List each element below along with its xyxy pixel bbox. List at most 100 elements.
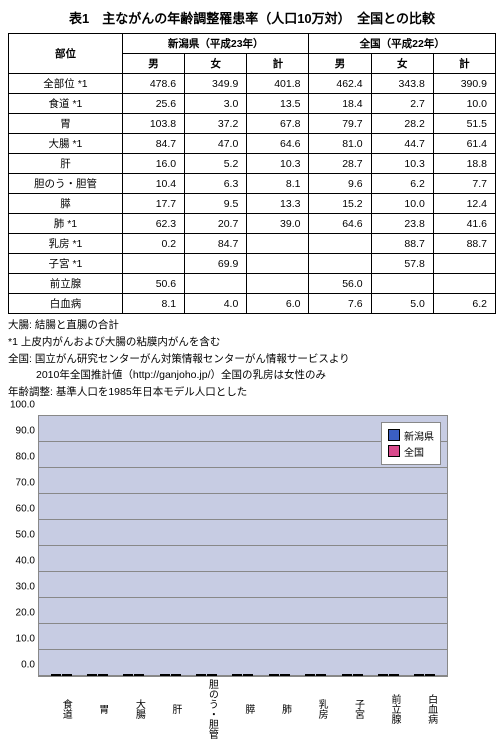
bar-niigata xyxy=(87,674,97,676)
cell xyxy=(247,234,309,254)
cell: 62.3 xyxy=(122,214,184,234)
cell xyxy=(122,254,184,274)
bar-chart: 新潟県 全国 0.010.020.030.040.050.060.070.080… xyxy=(38,415,448,739)
bar-zenkoku xyxy=(425,674,435,676)
table-row: 前立腺50.6 56.0 xyxy=(9,274,496,294)
cell: 0.2 xyxy=(122,234,184,254)
bar-zenkoku xyxy=(353,674,363,676)
cell: 18.4 xyxy=(309,94,371,114)
cell: 84.7 xyxy=(185,234,247,254)
table-row: 食道 *125.63.013.518.42.710.0 xyxy=(9,94,496,114)
table-row: 肝16.05.210.328.710.318.8 xyxy=(9,154,496,174)
cell: 18.8 xyxy=(433,154,495,174)
bar-niigata xyxy=(414,674,424,676)
bar-zenkoku xyxy=(243,674,253,676)
cell: 51.5 xyxy=(433,114,495,134)
col-m1: 男 xyxy=(122,54,184,74)
y-axis-label: 60.0 xyxy=(5,503,35,514)
y-axis-label: 50.0 xyxy=(5,529,35,540)
table-row: 肺 *162.320.739.064.623.841.6 xyxy=(9,214,496,234)
cell-site: 前立腺 xyxy=(9,274,123,294)
cell: 15.2 xyxy=(309,194,371,214)
x-axis-label: 肺 xyxy=(268,679,290,739)
y-axis-label: 100.0 xyxy=(5,399,35,410)
cell: 39.0 xyxy=(247,214,309,234)
bar-group xyxy=(378,674,399,676)
cell-site: 全部位 *1 xyxy=(9,74,123,94)
table-row: 白血病8.14.06.07.65.06.2 xyxy=(9,294,496,314)
cell xyxy=(309,234,371,254)
header-zenkoku: 全国（平成22年） xyxy=(309,34,496,54)
legend-swatch-zenkoku xyxy=(388,445,400,457)
bar-group xyxy=(414,674,435,676)
legend-label-zenkoku: 全国 xyxy=(404,444,424,459)
x-axis-label: 白血病 xyxy=(415,679,437,739)
cell: 3.0 xyxy=(185,94,247,114)
cell-site: 白血病 xyxy=(9,294,123,314)
cell-site: 乳房 *1 xyxy=(9,234,123,254)
table-row: 大腸 *184.747.064.681.044.761.4 xyxy=(9,134,496,154)
cell: 9.6 xyxy=(309,174,371,194)
cell-site: 肺 *1 xyxy=(9,214,123,234)
cell: 23.8 xyxy=(371,214,433,234)
x-axis-label: 肝 xyxy=(159,679,181,739)
cell xyxy=(371,274,433,294)
x-axis-label: 子宮 xyxy=(342,679,364,739)
note-line: 大腸: 結腸と直腸の合計 xyxy=(8,318,496,334)
bar-zenkoku xyxy=(316,674,326,676)
cell-site: 膵 xyxy=(9,194,123,214)
cell: 88.7 xyxy=(371,234,433,254)
cell-site: 胆のう・胆管 xyxy=(9,174,123,194)
cell: 5.0 xyxy=(371,294,433,314)
y-axis-label: 10.0 xyxy=(5,633,35,644)
cell: 16.0 xyxy=(122,154,184,174)
header-niigata: 新潟県（平成23年） xyxy=(122,34,309,54)
cell: 6.3 xyxy=(185,174,247,194)
cell: 462.4 xyxy=(309,74,371,94)
bar-group xyxy=(51,674,72,676)
bar-niigata xyxy=(269,674,279,676)
cell-site: 食道 *1 xyxy=(9,94,123,114)
cell xyxy=(247,274,309,294)
bar-group xyxy=(269,674,290,676)
cell: 81.0 xyxy=(309,134,371,154)
bar-group xyxy=(160,674,181,676)
cell: 13.3 xyxy=(247,194,309,214)
y-axis-label: 0.0 xyxy=(5,659,35,670)
cell: 25.6 xyxy=(122,94,184,114)
bar-niigata xyxy=(160,674,170,676)
cell: 4.0 xyxy=(185,294,247,314)
cell: 64.6 xyxy=(247,134,309,154)
cell xyxy=(433,254,495,274)
cell-site: 胃 xyxy=(9,114,123,134)
y-axis-label: 70.0 xyxy=(5,477,35,488)
cell: 84.7 xyxy=(122,134,184,154)
cell-site: 子宮 *1 xyxy=(9,254,123,274)
bar-group xyxy=(123,674,144,676)
page-title: 表1 主ながんの年齢調整罹患率（人口10万対） 全国との比較 xyxy=(8,8,496,27)
col-f1: 女 xyxy=(185,54,247,74)
bar-zenkoku xyxy=(280,674,290,676)
cell: 28.2 xyxy=(371,114,433,134)
bar-group xyxy=(305,674,326,676)
cell xyxy=(185,274,247,294)
cell: 57.8 xyxy=(371,254,433,274)
bar-group xyxy=(342,674,363,676)
cell: 8.1 xyxy=(122,294,184,314)
table-row: 全部位 *1478.6349.9401.8462.4343.8390.9 xyxy=(9,74,496,94)
y-axis-label: 80.0 xyxy=(5,451,35,462)
cell xyxy=(247,254,309,274)
bar-niigata xyxy=(305,674,315,676)
note-line: *1 上皮内がんおよび大腸の粘膜内がんを含む xyxy=(8,335,496,351)
cell: 47.0 xyxy=(185,134,247,154)
cell: 56.0 xyxy=(309,274,371,294)
cell: 88.7 xyxy=(433,234,495,254)
cell: 50.6 xyxy=(122,274,184,294)
x-axis-label: 胆のう・胆管 xyxy=(195,679,217,739)
cell xyxy=(433,274,495,294)
x-axis-label: 大腸 xyxy=(122,679,144,739)
bar-zenkoku xyxy=(389,674,399,676)
bar-niigata xyxy=(342,674,352,676)
table-row: 乳房 *10.284.7 88.788.7 xyxy=(9,234,496,254)
cell: 6.2 xyxy=(371,174,433,194)
